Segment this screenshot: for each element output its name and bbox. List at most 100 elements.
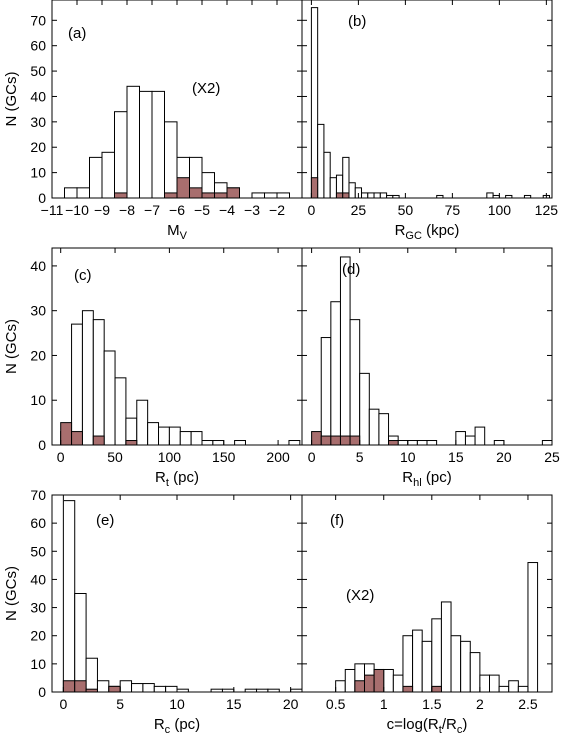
x-tick-label: 100 — [158, 449, 182, 465]
histogram-bar-subset — [71, 431, 83, 446]
histogram-bar-total — [440, 601, 452, 693]
x-axis-title-part: (pc) — [422, 469, 452, 486]
histogram-bar-total — [71, 323, 83, 446]
histogram-bar-total — [329, 177, 337, 199]
histogram-bar-subset — [114, 192, 128, 199]
histogram-bar-total — [361, 192, 369, 199]
x-tick-label: −8 — [119, 202, 135, 218]
histogram-bar-total — [85, 657, 98, 693]
y-tick-label: 30 — [30, 303, 46, 319]
x-axis-title: c=log(Rt/Rc) — [387, 716, 468, 736]
histogram-bar-total — [378, 413, 390, 446]
x-tick-label: 10 — [400, 449, 416, 465]
x-axis-title-part: R — [395, 222, 406, 239]
histogram-bar-total — [201, 440, 214, 446]
histogram-bar-subset — [85, 688, 98, 693]
histogram-bar-total — [103, 350, 116, 446]
histogram-bar-total — [267, 688, 280, 693]
histogram-bar-total — [323, 151, 331, 199]
histogram-bar-subset — [164, 192, 178, 199]
histogram-bar-total — [221, 688, 235, 693]
histogram-bar-total — [96, 680, 110, 693]
histogram-bar-total — [244, 688, 258, 693]
histogram-bar-subset — [214, 192, 228, 199]
x-tick-label: 2 — [476, 696, 484, 712]
x-tick-label: 125 — [535, 202, 559, 218]
histogram-bar-total — [464, 435, 476, 446]
y-tick-label: 70 — [30, 487, 46, 503]
y-tick-label: 50 — [30, 543, 46, 559]
histogram-bar-total — [412, 629, 423, 693]
histogram-bar-total — [101, 151, 115, 199]
x-axis-title-subscript: GC — [405, 230, 422, 242]
histogram-bar-total — [386, 194, 394, 199]
histogram-bar-total — [335, 680, 346, 693]
histogram-bar-total — [165, 685, 178, 693]
x-tick-label: 200 — [266, 449, 290, 465]
histogram-bar-subset — [373, 668, 385, 693]
histogram-bar-total — [379, 192, 388, 199]
y-tick-label: 20 — [30, 139, 46, 155]
x-tick-label: 20 — [283, 696, 299, 712]
panel-label: (f) — [330, 512, 344, 529]
histogram-bar-subset — [320, 435, 332, 446]
y-tick-label: 60 — [30, 515, 46, 531]
x-axis-title-part: (kpc) — [422, 222, 460, 239]
histogram-bar-total — [479, 674, 490, 693]
x-tick-label: 0 — [57, 449, 65, 465]
x-tick-label: 1.5 — [422, 696, 442, 712]
histogram-bar-subset — [311, 431, 322, 446]
x-axis-title-part: /R — [442, 716, 457, 733]
x-tick-label: −9 — [94, 202, 110, 218]
histogram-bar-subset — [125, 440, 138, 446]
histogram-bar-total — [256, 688, 269, 693]
y-tick-label: 20 — [30, 347, 46, 363]
histogram-bar-total — [383, 668, 394, 693]
x-axis-title-part: c=log(R — [387, 716, 439, 733]
histogram-bar-total — [426, 440, 438, 446]
panel-d: 0 5 10 15 20 25 (d) Rhl (pc) — [301, 247, 560, 489]
y-tick-label: 0 — [38, 190, 46, 206]
y-tick-label: 10 — [30, 656, 46, 672]
x-tick-label: 5 — [356, 449, 364, 465]
histogram-bar-total — [344, 668, 356, 693]
histogram-bar-total — [264, 192, 278, 199]
panel-e: 0 5 10 15 20 0 10 20 30 40 50 60 70 (e) Rc (pc) N (GCs) — [3, 487, 303, 736]
histogram-bar-total — [373, 192, 381, 199]
histogram-bar-total — [523, 194, 532, 199]
histogram-bar-subset — [201, 192, 215, 199]
histogram-bar-total — [489, 674, 500, 693]
histogram-bar-total — [416, 440, 428, 446]
histogram-bar-total — [74, 593, 87, 693]
histogram-bar-total — [119, 680, 133, 693]
histogram-bar-subset — [342, 192, 350, 199]
x-tick-label: −3 — [244, 202, 260, 218]
x-tick-label: 2.5 — [518, 696, 538, 712]
x-axis-title-subscript: c — [457, 724, 463, 736]
histogram-bar-total — [76, 187, 90, 199]
histogram-bar-subset — [388, 440, 399, 446]
y-axis-title: N (GCs) — [3, 319, 20, 374]
x-axis-title-part: ) — [462, 716, 467, 733]
x-tick-label: 0 — [59, 696, 67, 712]
histogram-bar-subset — [226, 187, 240, 199]
x-tick-label: 5 — [116, 696, 124, 712]
histogram-bar-total — [62, 500, 76, 693]
histogram-bar-total — [126, 85, 140, 199]
histogram-bar-total — [469, 652, 481, 693]
panel-label: (e) — [96, 512, 114, 529]
x-tick-label: 1 — [380, 696, 388, 712]
panel-label: (c) — [74, 267, 92, 284]
x-tick-label: −4 — [219, 202, 235, 218]
x-tick-label: −2 — [269, 202, 285, 218]
histogram-bar-total — [455, 431, 466, 446]
histogram-bar-total — [136, 399, 149, 446]
histogram-bar-total — [210, 688, 223, 693]
y-tick-label: 30 — [30, 114, 46, 130]
histogram-bar-total — [276, 192, 290, 199]
x-axis-title-part: R — [402, 469, 413, 486]
histogram-bar-total — [342, 156, 350, 199]
x-tick-label: 0 — [308, 202, 316, 218]
x-axis-title-subscript: t — [166, 477, 169, 489]
histogram-bar-total — [147, 422, 160, 446]
